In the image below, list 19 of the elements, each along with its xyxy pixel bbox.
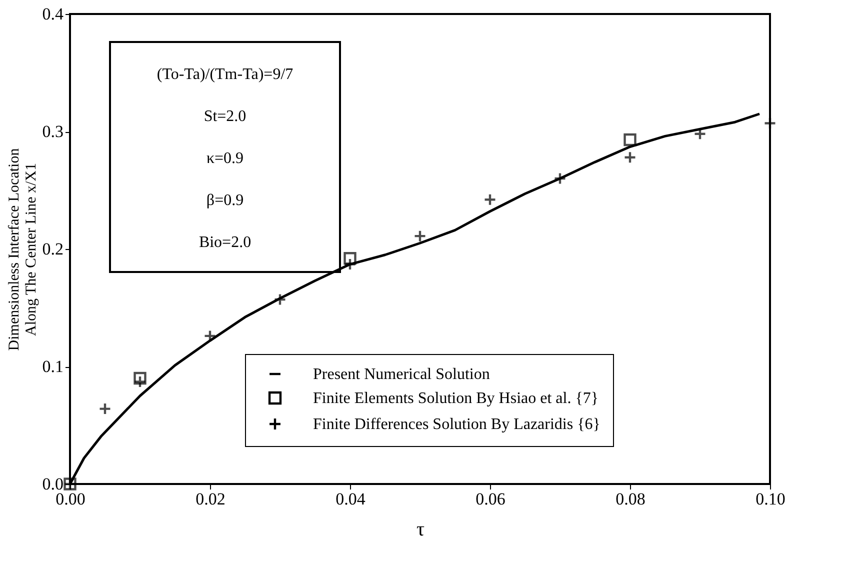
y-axis-title: Dimensionless Interface Location Along The Center Line x/X1 bbox=[6, 148, 40, 351]
x-tick-label: 0.10 bbox=[756, 490, 786, 508]
legend-label: Finite Differences Solution By Lazaridis {6} bbox=[313, 416, 600, 433]
annotation: St=2.0 bbox=[204, 108, 246, 125]
annotation: κ=0.9 bbox=[206, 150, 244, 167]
y-tick-label: 0.1 bbox=[42, 357, 64, 376]
legend-label: Finite Elements Solution By Hsiao et al. {7} bbox=[313, 390, 599, 407]
x-tick-label: 0.02 bbox=[196, 490, 226, 508]
annotation: Bio=2.0 bbox=[198, 234, 252, 251]
annotation: (To-Ta)/(Tm-Ta)=9/7 bbox=[156, 66, 294, 83]
y-tick-label: 0.3 bbox=[42, 122, 64, 141]
x-tick-label: 0.08 bbox=[616, 490, 646, 508]
annotation: β=0.9 bbox=[206, 192, 244, 209]
legend-label: Present Numerical Solution bbox=[313, 366, 490, 383]
x-axis-title: τ bbox=[416, 518, 425, 540]
y-tick-label: 0.4 bbox=[42, 4, 64, 24]
x-tick-label: 0.04 bbox=[336, 490, 366, 508]
x-tick-label: 0.06 bbox=[476, 490, 506, 508]
y-tick-label: 0.2 bbox=[42, 240, 64, 258]
